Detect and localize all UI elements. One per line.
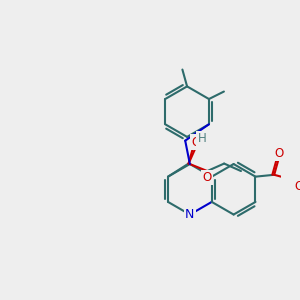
Text: H: H: [198, 132, 206, 145]
Text: O: O: [295, 180, 300, 194]
Text: O: O: [203, 171, 212, 184]
Text: O: O: [191, 136, 201, 148]
Text: N: N: [185, 208, 195, 221]
Text: O: O: [274, 147, 283, 160]
